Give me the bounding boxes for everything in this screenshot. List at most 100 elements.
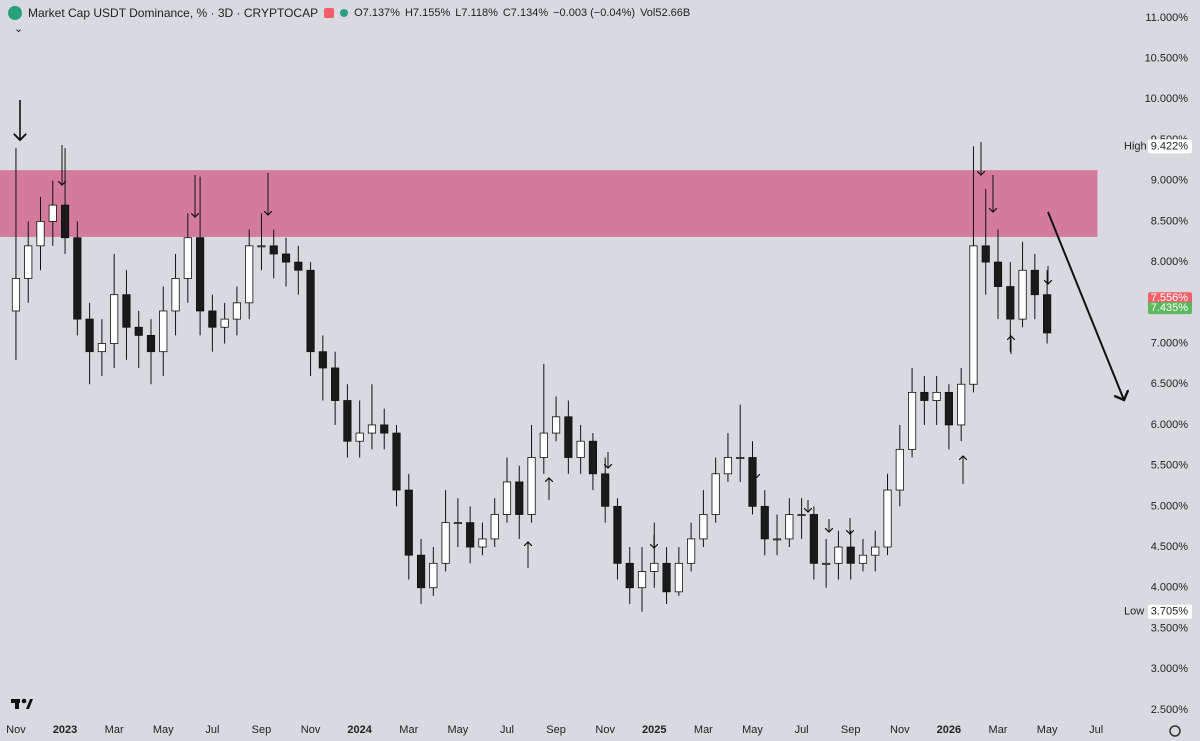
candle-body <box>552 416 561 434</box>
candle-body <box>539 432 548 458</box>
y-tick-label: 8.500% <box>1151 215 1189 227</box>
quote-item: Vol52.66B <box>640 7 691 19</box>
flag-icon[interactable] <box>324 8 335 18</box>
candle-body <box>48 204 57 222</box>
candle-body <box>527 457 536 515</box>
candle-body <box>957 383 966 426</box>
candle-body <box>478 538 487 548</box>
candle-body <box>306 269 315 353</box>
x-tick-label: Jul <box>500 724 514 736</box>
candle-body <box>367 424 377 434</box>
candle-body <box>1018 269 1027 320</box>
settings-icon[interactable] <box>1169 725 1181 737</box>
candle-body <box>392 432 401 491</box>
x-tick-label: Jul <box>205 724 219 736</box>
resistance-zone <box>0 170 1098 237</box>
candle-body <box>281 253 291 263</box>
candle-body <box>220 318 229 328</box>
y-tick-label: 9.000% <box>1151 175 1189 187</box>
x-tick-label: May <box>1037 724 1058 736</box>
y-tick-label: 4.500% <box>1151 541 1189 553</box>
extreme-value: 3.705% <box>1151 606 1189 618</box>
extreme-value: 9.422% <box>1151 140 1189 152</box>
trend-arrow <box>1047 211 1124 400</box>
candle-body <box>294 261 303 271</box>
candle-body <box>969 245 978 385</box>
x-tick-label: Sep <box>841 724 861 736</box>
candle-body <box>171 278 180 312</box>
quote-item: −0.003 (−0.04%) <box>553 7 636 19</box>
logo <box>11 698 33 709</box>
candle-body <box>36 221 45 247</box>
candle-body <box>1043 294 1052 334</box>
candle-body <box>11 278 21 312</box>
y-tick-label: 6.500% <box>1151 378 1189 390</box>
y-tick-label: 7.000% <box>1151 337 1189 349</box>
candle-body <box>883 489 892 548</box>
extreme-name: Low <box>1124 606 1144 618</box>
y-tick-label: 3.500% <box>1151 622 1189 634</box>
candle-body <box>60 204 70 239</box>
candle-body <box>416 554 426 589</box>
y-tick-label: 5.000% <box>1151 500 1189 512</box>
ma-label: 7.556% <box>1151 292 1189 304</box>
candle-body <box>944 391 953 426</box>
candle-body <box>637 571 647 589</box>
candle-body <box>232 302 242 320</box>
candle-body <box>674 562 683 593</box>
candle-body <box>981 245 990 263</box>
x-tick-label: Sep <box>546 724 566 736</box>
y-tick-label: 6.000% <box>1151 419 1189 431</box>
x-tick-label: 2025 <box>642 724 666 736</box>
x-tick-label: May <box>742 724 763 736</box>
candle-body <box>650 562 659 572</box>
candle-body <box>895 448 904 491</box>
symbol-icon <box>8 6 22 20</box>
y-tick-label: 5.500% <box>1151 460 1189 472</box>
candle-body <box>920 391 929 401</box>
x-tick-label: Mar <box>399 724 418 736</box>
x-tick-label: Nov <box>890 724 910 736</box>
candle-body <box>343 400 352 442</box>
candle-body <box>159 310 168 353</box>
candle-body <box>146 334 156 353</box>
logo-part <box>15 699 19 709</box>
x-tick-label: Mar <box>105 724 124 736</box>
candle-body <box>760 505 769 540</box>
quote-item: L7.118% <box>455 7 498 19</box>
candle-body <box>466 522 475 548</box>
candle-body <box>711 473 720 515</box>
y-tick-label: 3.000% <box>1151 663 1189 675</box>
candle-body <box>576 440 585 458</box>
candle-body <box>453 522 462 525</box>
annotations <box>20 100 1124 568</box>
candle-body <box>429 562 438 589</box>
candle-body <box>785 514 794 540</box>
candle-body <box>858 554 868 564</box>
x-tick-label: Jul <box>795 724 809 736</box>
candle-body <box>834 546 843 564</box>
candle-body <box>907 391 917 450</box>
y-tick-label: 2.500% <box>1151 704 1189 716</box>
collapse-chevron[interactable]: ⌄ <box>14 23 24 35</box>
y-tick-label: 11.000% <box>1145 12 1188 24</box>
x-tick-label: Nov <box>301 724 321 736</box>
header: Market Cap USDT Dominance, % · 3D · CRYP… <box>8 6 690 20</box>
candle-body <box>502 481 512 515</box>
x-tick-label: May <box>447 724 468 736</box>
x-tick-label: 2023 <box>53 724 77 736</box>
candle-body <box>588 440 597 475</box>
candle-body <box>613 505 622 564</box>
x-tick-label: Nov <box>6 724 26 736</box>
candle-body <box>331 367 340 401</box>
x-tick-label: Mar <box>989 724 1008 736</box>
candle-body <box>1006 286 1015 320</box>
candle-body <box>748 457 757 507</box>
y-tick-label: 8.000% <box>1151 256 1189 268</box>
logo-part <box>26 699 33 709</box>
extreme-name: High <box>1124 140 1147 152</box>
candle-body <box>24 245 33 279</box>
extreme-badge <box>1148 139 1192 154</box>
candle-body <box>110 294 119 344</box>
